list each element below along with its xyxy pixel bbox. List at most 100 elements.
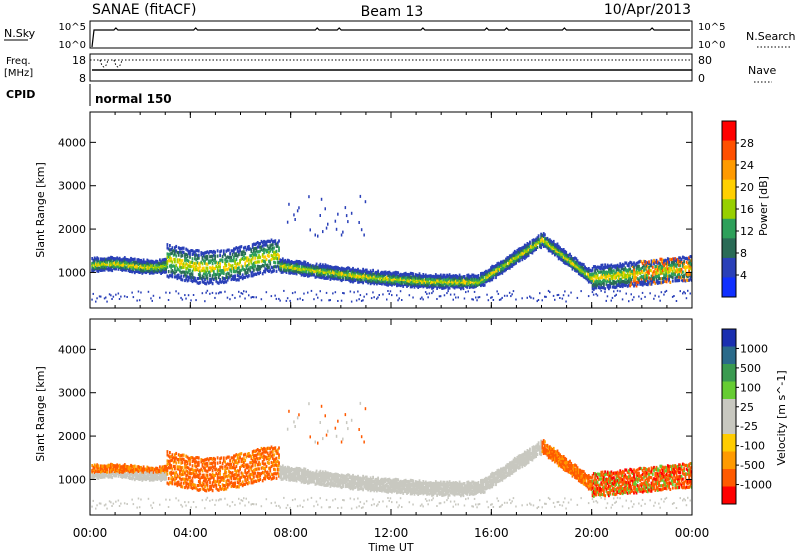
power-echo-cell <box>471 277 474 281</box>
power-echo-cell <box>115 260 117 264</box>
velocity-echo-cell <box>224 468 226 472</box>
power-echo-cell <box>668 279 670 283</box>
power-echo-cell <box>121 258 124 262</box>
power-echo-cell <box>403 274 406 278</box>
power-echo-cell <box>195 279 198 283</box>
power-echo-cell <box>641 265 644 269</box>
power-echo-cell <box>368 279 371 283</box>
power-echo-cell <box>656 274 659 278</box>
power-echo-cell <box>266 248 269 252</box>
power-echo-cell <box>517 247 520 251</box>
velocity-echo-cell <box>95 472 97 476</box>
power-echo-cell <box>634 273 637 277</box>
power-echo-cell <box>384 279 387 283</box>
power-echo-cell <box>140 268 142 272</box>
power-echo-cell <box>228 272 230 276</box>
power-echo-cell <box>166 274 169 278</box>
power-echo-cell <box>92 258 95 262</box>
power-echo-cell <box>585 269 588 273</box>
power-echo-cell <box>333 277 336 281</box>
velocity-echo-cell <box>221 483 224 487</box>
power-near-range-cell <box>136 299 138 302</box>
power-echo-cell <box>288 262 290 266</box>
velocity-echo-cell <box>228 462 230 467</box>
power-echo-cell <box>620 280 623 284</box>
velocity-echo-cell <box>164 467 166 471</box>
power-echo-cell <box>505 257 507 261</box>
power-echo-cell <box>453 282 456 286</box>
velocity-echo-cell <box>234 459 236 463</box>
power-echo-cell <box>194 257 196 261</box>
power-near-range-cell <box>614 294 616 297</box>
power-near-range-cell <box>131 291 133 294</box>
power-echo-cell <box>184 264 186 268</box>
velocity-echo-cell <box>156 474 159 478</box>
power-echo-cell <box>596 280 599 284</box>
velocity-echo-cell <box>229 459 231 463</box>
velocity-echo-cell <box>221 478 224 482</box>
power-near-range-cell <box>286 297 289 300</box>
power-echo-cell <box>206 254 209 259</box>
power-near-range-cell <box>587 295 590 298</box>
power-echo-cell <box>238 270 240 274</box>
power-echo-cell <box>260 259 263 263</box>
power-echo-cell <box>220 271 223 275</box>
power-echo-cell <box>643 282 645 286</box>
power-echo-cell <box>422 273 425 277</box>
power-echo-cell <box>512 256 515 260</box>
power-echo-cell <box>389 272 392 276</box>
power-near-range-cell <box>539 292 541 295</box>
power-echo-cell <box>451 279 453 283</box>
power-echo-cell <box>172 253 175 257</box>
velocity-echo-cell <box>102 469 105 473</box>
velocity-echo-cell <box>216 479 219 483</box>
power-near-range-cell <box>283 289 285 292</box>
velocity-near-range-cell <box>243 497 245 500</box>
power-echo-cell <box>268 254 270 258</box>
power-echo-cell <box>210 269 213 273</box>
power-near-range-cell <box>209 292 211 295</box>
power-echo-cell <box>146 258 149 262</box>
power-echo-cell <box>250 249 253 254</box>
power-echo-cell <box>298 260 300 264</box>
power-echo-cell <box>186 266 189 270</box>
power-echo-cell <box>261 248 264 252</box>
power-echo-cell <box>566 259 569 263</box>
power-echo-cell <box>527 242 530 246</box>
velocity-echo-cell <box>197 463 200 467</box>
power-echo-cell <box>679 263 682 267</box>
power-echo-cell <box>261 259 264 263</box>
power-echo-cell <box>217 275 220 280</box>
velocity-echo-cell <box>216 476 219 480</box>
power-echo-cell <box>668 260 670 264</box>
power-echo-cell <box>383 282 386 286</box>
power-echo-cell <box>591 285 594 289</box>
power-echo-cell <box>367 272 369 276</box>
power-echo-cell <box>626 271 629 275</box>
power-echo-cell <box>648 276 650 280</box>
power-echo-cell <box>211 268 214 272</box>
power-echo-cell <box>569 252 571 256</box>
power-echo-cell <box>555 249 558 253</box>
power-echo-cell <box>586 274 589 278</box>
power-echo-cell <box>382 279 384 283</box>
power-echo-cell <box>654 275 657 279</box>
velocity-echo-cell <box>112 464 115 468</box>
power-echo-cell <box>128 260 131 264</box>
power-echo-cell <box>337 275 339 279</box>
velocity-echo-cell <box>135 476 137 480</box>
power-echo-cell <box>507 260 510 265</box>
power-echo-cell <box>236 278 239 282</box>
power-echo-cell <box>286 267 289 271</box>
power-echo-cell <box>289 260 292 264</box>
velocity-echo-cell <box>138 472 141 476</box>
velocity-echo-cell <box>120 468 122 472</box>
velocity-echo-cell <box>176 480 179 484</box>
velocity-echo-cell <box>190 482 193 486</box>
power-echo-cell <box>451 277 453 281</box>
power-echo-cell <box>655 264 658 268</box>
power-echo-cell <box>417 278 420 282</box>
power-echo-cell <box>113 264 116 268</box>
velocity-echo-cell <box>176 473 179 477</box>
power-near-range-cell <box>349 290 352 293</box>
